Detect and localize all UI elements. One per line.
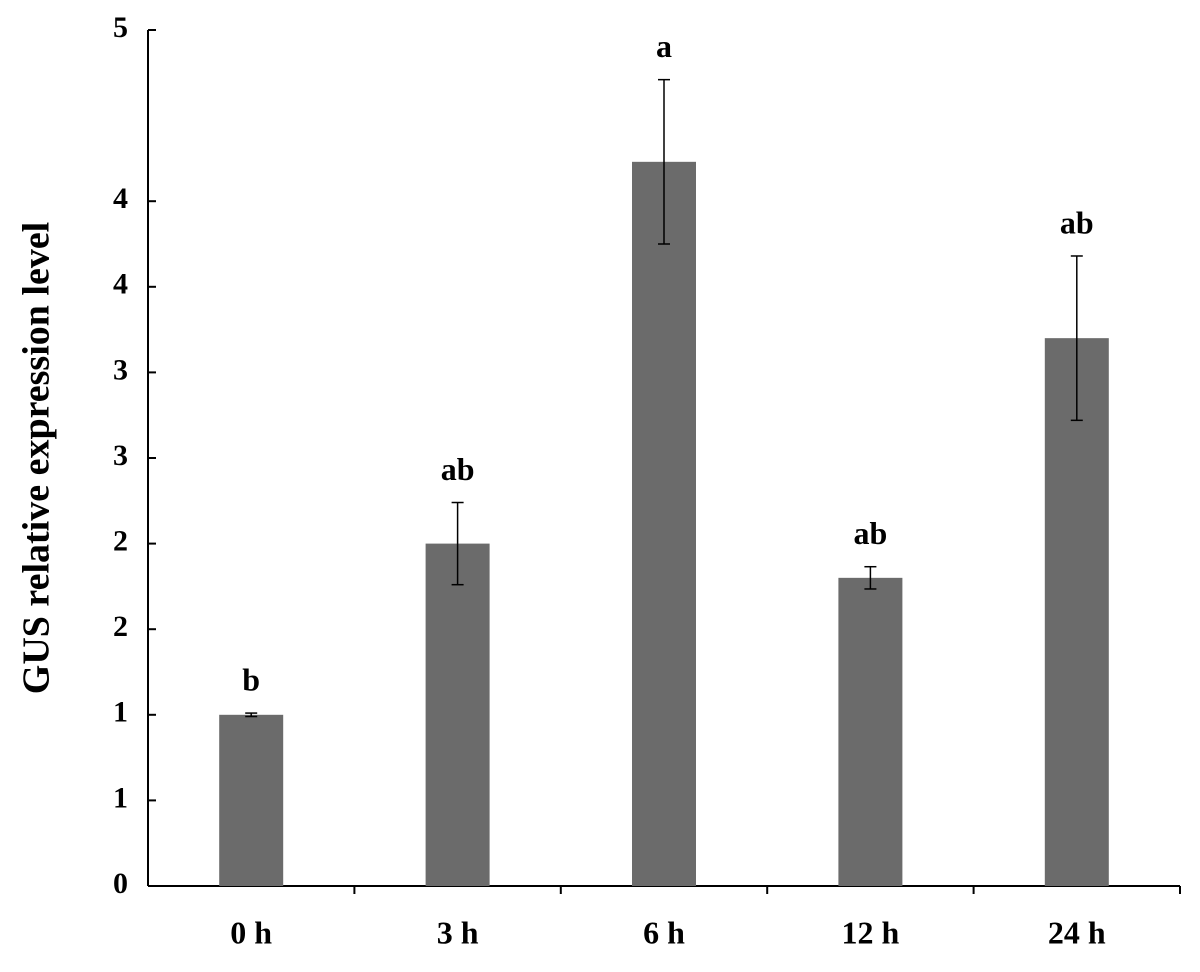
x-tick-label: 6 h xyxy=(643,914,685,950)
y-tick-label: 1 xyxy=(113,781,128,814)
significance-label: ab xyxy=(441,451,475,487)
error-bar xyxy=(451,501,464,586)
x-tick-label: 24 h xyxy=(1048,914,1106,950)
bar xyxy=(425,543,490,886)
x-tick-label: 0 h xyxy=(230,914,272,950)
y-tick-label: 5 xyxy=(113,11,128,44)
y-tick-label: 2 xyxy=(113,610,128,643)
significance-label: ab xyxy=(1060,204,1094,240)
y-tick-label: 3 xyxy=(113,353,128,386)
error-bar xyxy=(658,78,670,245)
bar xyxy=(632,161,696,887)
y-tick-label: 0 xyxy=(113,867,128,900)
y-axis-label: GUS relative expression level xyxy=(16,222,58,694)
y-tick-label: 3 xyxy=(113,439,128,472)
significance-label: a xyxy=(656,28,672,64)
error-bar xyxy=(864,565,877,590)
significance-label: b xyxy=(242,661,260,697)
y-tick-label: 1 xyxy=(113,696,128,729)
bar xyxy=(838,577,903,886)
bar xyxy=(219,714,284,886)
y-tick-label: 4 xyxy=(113,182,128,215)
y-tick-label: 4 xyxy=(113,268,128,301)
bar xyxy=(1044,338,1109,886)
significance-label: ab xyxy=(854,515,888,551)
x-tick-label: 3 h xyxy=(437,914,479,950)
y-tick-label: 2 xyxy=(113,524,128,557)
error-bar xyxy=(245,712,258,718)
x-tick-label: 12 h xyxy=(842,914,900,950)
error-bar xyxy=(1070,255,1083,422)
